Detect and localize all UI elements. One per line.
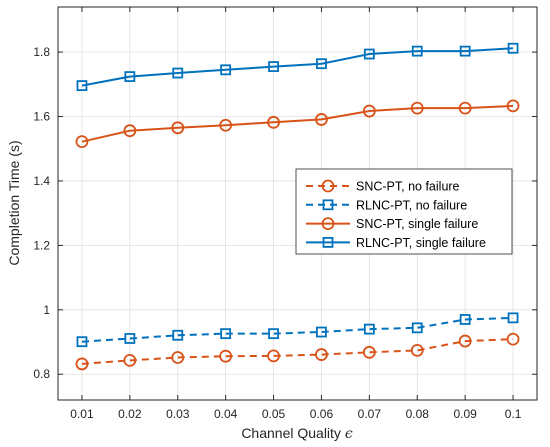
series-2 (76, 312, 519, 348)
data-point (75, 135, 89, 149)
data-point (316, 326, 327, 338)
y-tick-label: 0.8 (33, 367, 50, 381)
data-point (363, 323, 375, 335)
x-tick-label: 0.1 (505, 407, 522, 421)
y-tick-label: 1.8 (33, 45, 50, 59)
data-point (220, 328, 232, 340)
legend-label: SNC-PT, no failure (356, 180, 460, 194)
data-point (172, 67, 184, 79)
data-point (123, 124, 137, 138)
x-tick-label: 0.03 (166, 407, 190, 421)
series-line (81, 47, 514, 87)
data-point (267, 349, 280, 363)
legend-entry: SNC-PT, no failure (306, 180, 460, 194)
data-point (172, 329, 184, 341)
data-point (76, 336, 88, 348)
data-point (316, 58, 327, 70)
x-tick-label: 0.02 (118, 407, 142, 421)
legend-label: RLNC-PT, single failure (356, 236, 486, 250)
data-point (459, 45, 471, 57)
legend-marker (321, 217, 335, 231)
legend-marker (322, 236, 334, 248)
data-point (171, 351, 185, 364)
data-point (507, 312, 519, 324)
x-tick-label: 0.06 (310, 407, 334, 421)
x-tick-label: 0.04 (214, 407, 238, 421)
data-point (507, 42, 519, 54)
legend-label: RLNC-PT, no failure (356, 198, 467, 212)
x-tick-label: 0.05 (262, 407, 286, 421)
data-point (410, 343, 424, 357)
x-tick-label: 0.07 (358, 407, 382, 421)
data-point (123, 353, 137, 367)
legend-marker (322, 199, 334, 211)
data-point (506, 332, 520, 346)
data-point (219, 118, 233, 132)
data-point (268, 61, 279, 72)
legend-label: SNC-PT, single failure (356, 217, 478, 231)
series-line (81, 104, 514, 143)
legend-marker (321, 179, 335, 193)
x-axis-symbol: ϵ (345, 426, 353, 442)
y-tick-label: 1 (43, 303, 50, 317)
data-point (315, 113, 328, 126)
ticks: 0.01 0.02 0.03 0.04 0.05 0.06 0.07 0.08 0.09 0.1 0… (33, 7, 537, 421)
y-tick-label: 1.2 (33, 238, 50, 252)
data-point (410, 101, 424, 115)
data-point (411, 45, 423, 57)
y-axis-label: Completion Time (s) (6, 140, 22, 265)
data-point (267, 115, 280, 129)
data-point (75, 357, 89, 371)
data-point (171, 121, 185, 135)
data-point (458, 334, 472, 348)
y-tick-label: 1.4 (33, 174, 50, 188)
x-axis-label: Channel Quality ϵ (241, 425, 353, 442)
legend-entry: RLNC-PT, no failure (306, 198, 467, 212)
series-1 (75, 332, 520, 371)
data-point (219, 349, 233, 363)
data-point (76, 80, 88, 91)
data-point (363, 48, 375, 60)
series-4 (76, 42, 519, 91)
legend-entry: RLNC-PT, single failure (306, 236, 486, 250)
data-point (362, 345, 376, 359)
data-point (459, 314, 471, 325)
data-point (315, 348, 328, 361)
data-point (458, 101, 472, 115)
legend: SNC-PT, no failure RLNC-PT, no failure SNC… (295, 168, 513, 255)
series-layer (75, 42, 520, 371)
x-tick-label: 0.09 (453, 407, 477, 421)
x-tick-label: 0.08 (406, 407, 430, 421)
y-tick-label: 1.6 (33, 110, 50, 124)
legend-entry: SNC-PT, single failure (306, 217, 478, 231)
plot-frame (57, 6, 538, 401)
data-point (506, 99, 520, 113)
x-tick-label: 0.01 (70, 407, 94, 421)
data-point (124, 71, 136, 82)
series-3 (75, 99, 520, 149)
data-point (268, 328, 279, 340)
data-point (411, 322, 423, 334)
data-point (362, 104, 376, 118)
data-point (124, 333, 136, 344)
data-point (220, 64, 232, 76)
